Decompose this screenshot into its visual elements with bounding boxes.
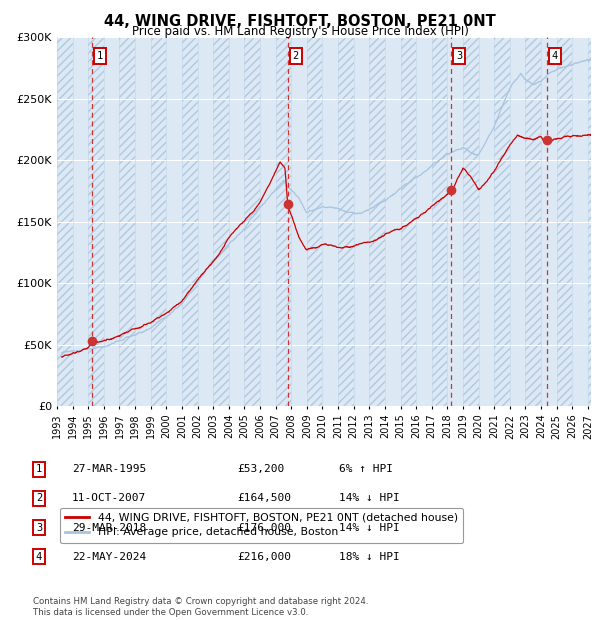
Text: 18% ↓ HPI: 18% ↓ HPI — [339, 552, 400, 562]
Bar — [338, 37, 353, 406]
Text: 11-OCT-2007: 11-OCT-2007 — [72, 494, 146, 503]
Bar — [369, 37, 385, 406]
Bar — [307, 37, 322, 406]
Bar — [432, 37, 448, 406]
Text: Price paid vs. HM Land Registry's House Price Index (HPI): Price paid vs. HM Land Registry's House … — [131, 25, 469, 38]
Legend: 44, WING DRIVE, FISHTOFT, BOSTON, PE21 0NT (detached house), HPI: Average price,: 44, WING DRIVE, FISHTOFT, BOSTON, PE21 0… — [60, 508, 463, 542]
Bar — [463, 37, 479, 406]
Text: 2: 2 — [36, 494, 42, 503]
Text: 14% ↓ HPI: 14% ↓ HPI — [339, 523, 400, 533]
Text: 4: 4 — [36, 552, 42, 562]
Text: £53,200: £53,200 — [237, 464, 284, 474]
Text: 22-MAY-2024: 22-MAY-2024 — [72, 552, 146, 562]
Text: 44, WING DRIVE, FISHTOFT, BOSTON, PE21 0NT: 44, WING DRIVE, FISHTOFT, BOSTON, PE21 0… — [104, 14, 496, 29]
Text: 29-MAR-2018: 29-MAR-2018 — [72, 523, 146, 533]
Text: 14% ↓ HPI: 14% ↓ HPI — [339, 494, 400, 503]
Bar — [588, 37, 591, 406]
Bar — [119, 37, 135, 406]
Bar — [557, 37, 572, 406]
Bar — [57, 37, 73, 406]
Text: 3: 3 — [36, 523, 42, 533]
Text: 2: 2 — [292, 51, 299, 61]
Bar — [494, 37, 510, 406]
Bar — [275, 37, 291, 406]
Bar — [151, 37, 166, 406]
Bar — [182, 37, 197, 406]
Text: 3: 3 — [456, 51, 462, 61]
Bar — [88, 37, 104, 406]
Bar — [401, 37, 416, 406]
Text: 27-MAR-1995: 27-MAR-1995 — [72, 464, 146, 474]
Text: £164,500: £164,500 — [237, 494, 291, 503]
Bar — [213, 37, 229, 406]
Text: 6% ↑ HPI: 6% ↑ HPI — [339, 464, 393, 474]
Text: 4: 4 — [552, 51, 558, 61]
Text: 1: 1 — [36, 464, 42, 474]
Bar — [244, 37, 260, 406]
Bar — [526, 37, 541, 406]
Text: Contains HM Land Registry data © Crown copyright and database right 2024.
This d: Contains HM Land Registry data © Crown c… — [33, 598, 368, 617]
Text: 1: 1 — [97, 51, 103, 61]
Text: £176,000: £176,000 — [237, 523, 291, 533]
Text: £216,000: £216,000 — [237, 552, 291, 562]
